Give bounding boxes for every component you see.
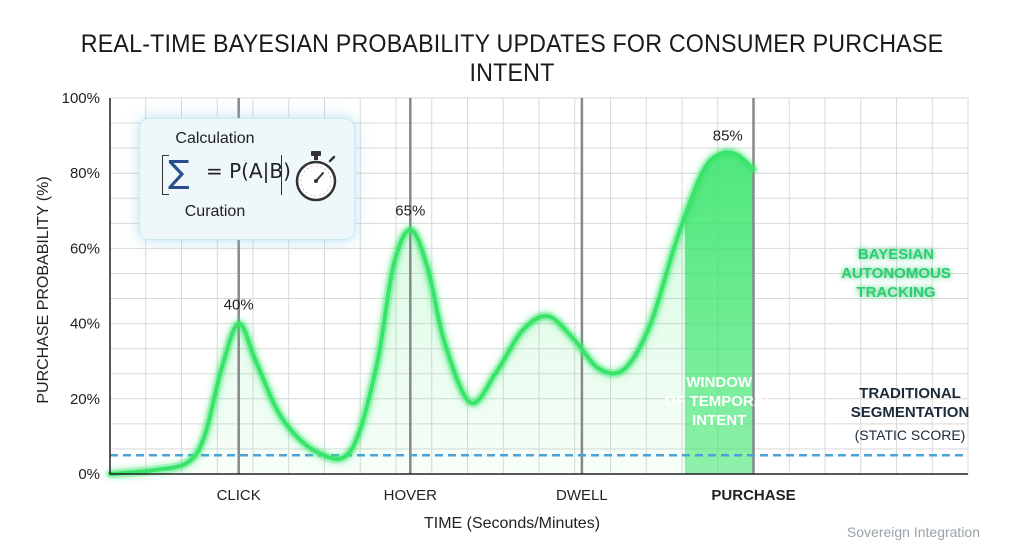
bayesian-annotation: TRACKING <box>856 284 935 301</box>
axes <box>109 98 968 475</box>
formula-top-label: Calculation <box>175 130 255 147</box>
window-label: OF TEMPORAL <box>665 393 774 410</box>
peak-label: 85% <box>713 127 743 144</box>
sigma-icon: ∑ <box>168 153 190 191</box>
event-label: HOVER <box>384 487 438 504</box>
y-tick-label: 0% <box>78 466 100 483</box>
stopwatch-icon <box>295 151 337 202</box>
peak-label: 40% <box>224 297 254 314</box>
watermark: Sovereign Integration <box>846 524 980 540</box>
event-label: CLICK <box>217 487 261 504</box>
window-label: WINDOW <box>686 374 753 391</box>
y-tick-label: 100% <box>62 90 100 107</box>
traditional-sub-annotation: (STATIC SCORE) <box>855 427 966 443</box>
y-tick-label: 60% <box>70 240 100 257</box>
window-label: INTENT <box>692 412 746 429</box>
formula-equation: = P(A|B) <box>206 159 291 183</box>
labels: CLICK HOVER DWELL PURCHASE 0% 20% 40% 60% 80% 100… <box>62 90 970 504</box>
bayesian-annotation: AUTONOMOUS <box>841 265 951 282</box>
x-axis-title: TIME (Seconds/Minutes) <box>423 515 601 532</box>
chart-title: REAL-TIME BAYESIAN PROBABILITY UPDATES F… <box>80 30 944 87</box>
bayesian-annotation: BAYESIAN <box>858 246 934 263</box>
y-axis-title: PURCHASE PROBABILITY (%) <box>35 176 52 404</box>
probability-line <box>108 150 756 476</box>
event-label: DWELL <box>556 487 608 504</box>
traditional-annotation: TRADITIONAL <box>859 385 961 402</box>
formula-bottom-label: Curation <box>184 203 246 220</box>
formula-callout: Calculation ∑ = P(A|B) Curation <box>139 118 355 240</box>
probability-line <box>105 147 758 479</box>
traditional-annotation: SEGMENTATION <box>851 404 970 421</box>
area-fill-path <box>110 152 754 474</box>
peak-label: 65% <box>395 203 425 220</box>
y-tick-label: 80% <box>70 165 100 182</box>
event-label: PURCHASE <box>711 487 795 504</box>
y-tick-label: 40% <box>70 316 100 333</box>
y-tick-label: 20% <box>70 391 100 408</box>
formula-bracket <box>162 155 282 195</box>
area-fill <box>110 152 754 474</box>
